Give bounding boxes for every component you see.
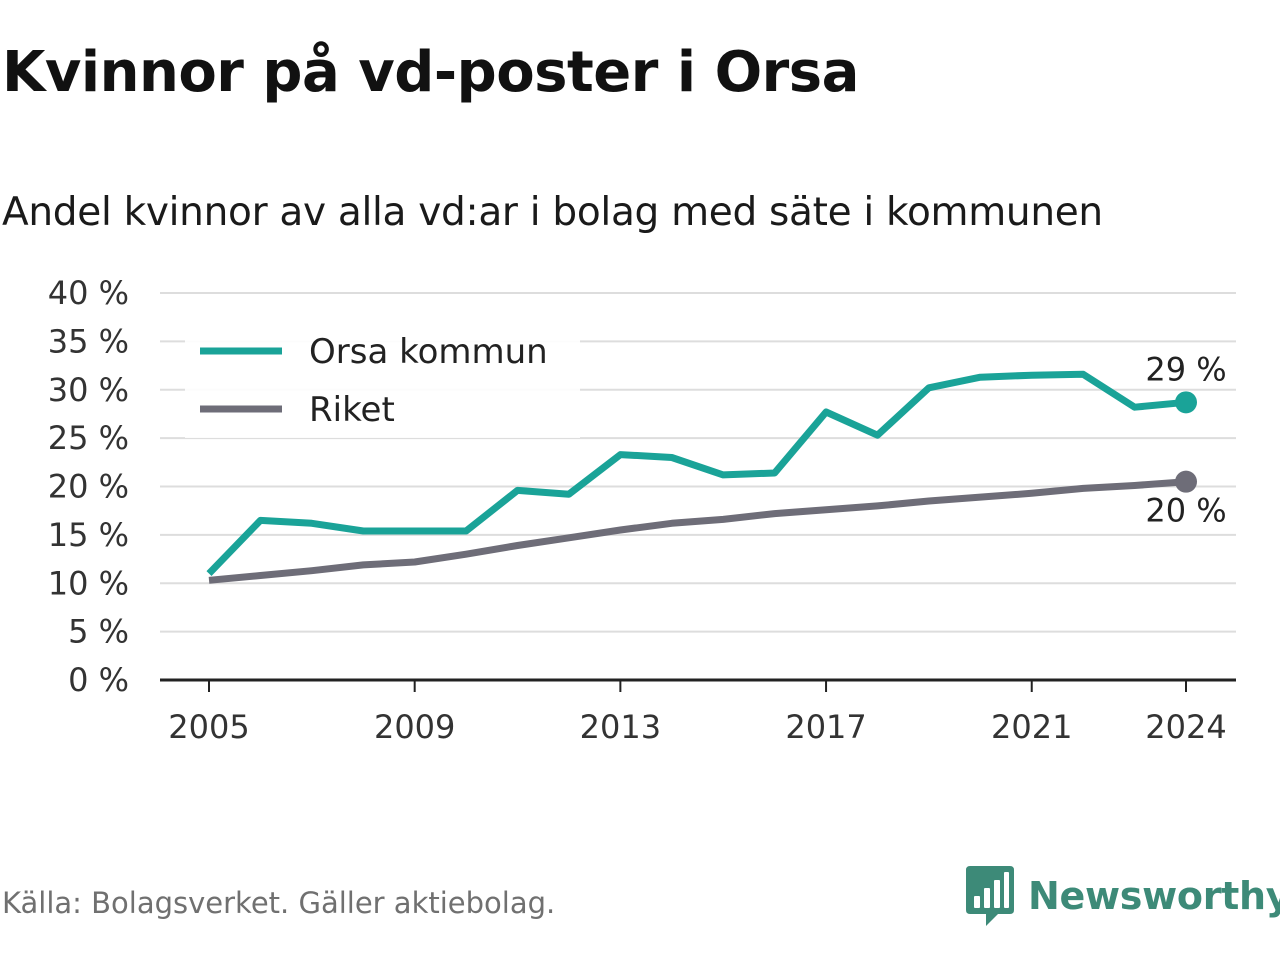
series-end-label-0: 29 % (1145, 350, 1226, 388)
newsworthy-logo-icon (966, 866, 1014, 926)
y-tick-label: 25 % (48, 419, 129, 457)
y-tick-label: 20 % (48, 468, 129, 506)
y-tick-label: 15 % (48, 516, 129, 554)
end-points (1175, 391, 1197, 493)
x-tick-label: 2021 (991, 708, 1072, 746)
x-tick-label: 2013 (580, 708, 661, 746)
source-note: Källa: Bolagsverket. Gäller aktiebolag. (2, 886, 556, 920)
brand-logo: Newsworthy (964, 866, 1280, 926)
y-tick-label: 30 % (48, 371, 129, 409)
series-lines (206, 370, 1187, 584)
x-tick-label: 2005 (168, 708, 249, 746)
legend-background (185, 322, 580, 438)
chart-subtitle: Andel kvinnor av alla vd:ar i bolag med … (2, 190, 1103, 235)
series-line-1 (208, 478, 1187, 584)
y-tick-label: 5 % (68, 613, 129, 651)
y-tick-label: 35 % (48, 322, 129, 360)
legend: Orsa kommun Riket (185, 322, 580, 438)
y-tick-label: 40 % (48, 274, 129, 312)
series-line-0 (206, 370, 1187, 577)
x-tick-label: 2009 (374, 708, 455, 746)
x-axis-ticks: 2005 2009 2013 2017 2021 2024 (168, 680, 1227, 746)
series-end-point-1 (1175, 470, 1197, 493)
brand-name: Newsworthy (1028, 874, 1280, 918)
series-end-point-0 (1175, 391, 1197, 414)
legend-label: Orsa kommun (309, 332, 548, 372)
legend-label: Riket (309, 390, 395, 430)
y-tick-label: 0 % (68, 661, 129, 699)
x-tick-label: 2024 (1145, 708, 1226, 746)
end-labels: 20 % 29 % (1145, 350, 1226, 529)
y-tick-label: 10 % (48, 564, 129, 602)
series-end-label-1: 20 % (1145, 492, 1226, 530)
y-axis-ticks: 0 % 5 % 10 % 15 % 20 % 25 % 30 % 35 % 40 % (48, 274, 129, 699)
chart-title: Kvinnor på vd-poster i Orsa (2, 40, 859, 105)
x-tick-label: 2017 (785, 708, 866, 746)
